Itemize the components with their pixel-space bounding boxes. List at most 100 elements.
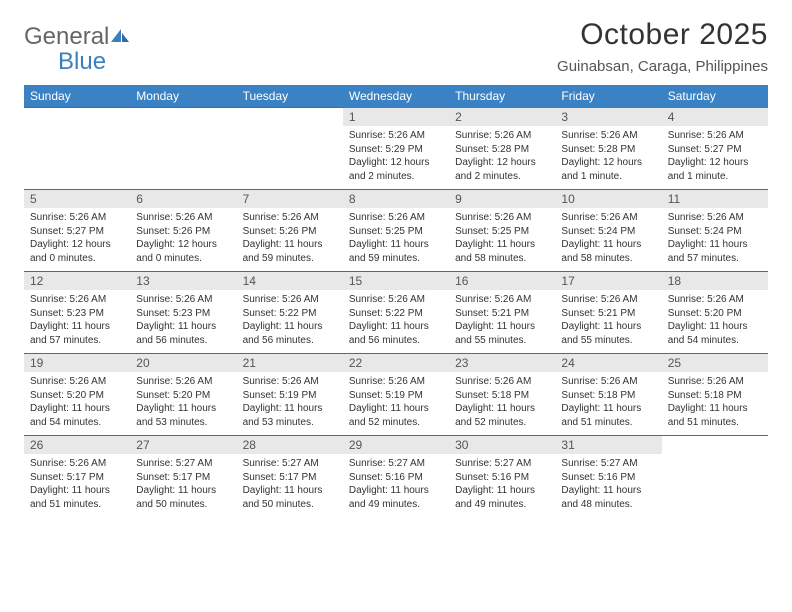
day-info-cell: Sunrise: 5:26 AMSunset: 5:25 PMDaylight:… <box>449 208 555 272</box>
sunset-text: Sunset: 5:28 PM <box>561 143 655 157</box>
sunrise-text: Sunrise: 5:26 AM <box>455 375 549 389</box>
sunrise-text: Sunrise: 5:26 AM <box>30 375 124 389</box>
sunset-text: Sunset: 5:24 PM <box>561 225 655 239</box>
sunrise-text: Sunrise: 5:26 AM <box>30 211 124 225</box>
day-number-cell: 10 <box>555 190 661 209</box>
day-number-cell: 14 <box>237 272 343 291</box>
daylight-text: Daylight: 12 hours and 2 minutes. <box>349 156 443 183</box>
day-number-cell: 2 <box>449 108 555 127</box>
sunrise-text: Sunrise: 5:26 AM <box>455 211 549 225</box>
sunset-text: Sunset: 5:27 PM <box>30 225 124 239</box>
calendar-header-row: SundayMondayTuesdayWednesdayThursdayFrid… <box>24 85 768 108</box>
sunset-text: Sunset: 5:24 PM <box>668 225 762 239</box>
sunrise-text: Sunrise: 5:26 AM <box>243 293 337 307</box>
daylight-text: Daylight: 11 hours and 58 minutes. <box>455 238 549 265</box>
day-info-cell <box>130 126 236 190</box>
daylight-text: Daylight: 11 hours and 51 minutes. <box>30 484 124 511</box>
day-info-cell <box>24 126 130 190</box>
day-number-cell: 19 <box>24 354 130 373</box>
sunset-text: Sunset: 5:23 PM <box>30 307 124 321</box>
sunset-text: Sunset: 5:18 PM <box>668 389 762 403</box>
sunset-text: Sunset: 5:20 PM <box>30 389 124 403</box>
day-number-cell <box>24 108 130 127</box>
day-info-cell: Sunrise: 5:26 AMSunset: 5:18 PMDaylight:… <box>449 372 555 436</box>
day-info-cell <box>662 454 768 517</box>
sunset-text: Sunset: 5:25 PM <box>455 225 549 239</box>
daylight-text: Daylight: 11 hours and 50 minutes. <box>243 484 337 511</box>
daylight-text: Daylight: 11 hours and 52 minutes. <box>349 402 443 429</box>
sunset-text: Sunset: 5:28 PM <box>455 143 549 157</box>
daylight-text: Daylight: 11 hours and 56 minutes. <box>349 320 443 347</box>
sunrise-text: Sunrise: 5:26 AM <box>136 293 230 307</box>
day-number-cell: 16 <box>449 272 555 291</box>
sunrise-text: Sunrise: 5:26 AM <box>561 375 655 389</box>
daylight-text: Daylight: 11 hours and 52 minutes. <box>455 402 549 429</box>
brand-logo: GeneralBlue <box>24 18 130 74</box>
day-info-cell: Sunrise: 5:27 AMSunset: 5:17 PMDaylight:… <box>130 454 236 517</box>
day-info-cell: Sunrise: 5:26 AMSunset: 5:20 PMDaylight:… <box>24 372 130 436</box>
sunset-text: Sunset: 5:20 PM <box>136 389 230 403</box>
day-info-cell <box>237 126 343 190</box>
day-number-cell: 5 <box>24 190 130 209</box>
day-number-cell: 23 <box>449 354 555 373</box>
day-header: Saturday <box>662 85 768 108</box>
day-info-cell: Sunrise: 5:26 AMSunset: 5:26 PMDaylight:… <box>130 208 236 272</box>
sunrise-text: Sunrise: 5:26 AM <box>243 211 337 225</box>
sunset-text: Sunset: 5:17 PM <box>30 471 124 485</box>
day-info-cell: Sunrise: 5:27 AMSunset: 5:17 PMDaylight:… <box>237 454 343 517</box>
day-number-cell: 30 <box>449 436 555 455</box>
day-number-cell: 1 <box>343 108 449 127</box>
day-header: Monday <box>130 85 236 108</box>
day-number-cell: 11 <box>662 190 768 209</box>
sunrise-text: Sunrise: 5:26 AM <box>30 457 124 471</box>
sunset-text: Sunset: 5:16 PM <box>561 471 655 485</box>
daylight-text: Daylight: 12 hours and 1 minute. <box>668 156 762 183</box>
sunrise-text: Sunrise: 5:26 AM <box>561 293 655 307</box>
day-info-cell: Sunrise: 5:27 AMSunset: 5:16 PMDaylight:… <box>555 454 661 517</box>
sunrise-text: Sunrise: 5:26 AM <box>243 375 337 389</box>
sunset-text: Sunset: 5:29 PM <box>349 143 443 157</box>
day-number-cell: 20 <box>130 354 236 373</box>
sunrise-text: Sunrise: 5:26 AM <box>136 211 230 225</box>
month-title: October 2025 <box>557 18 768 52</box>
sunset-text: Sunset: 5:22 PM <box>349 307 443 321</box>
sunset-text: Sunset: 5:26 PM <box>136 225 230 239</box>
day-number-cell: 28 <box>237 436 343 455</box>
day-info-cell: Sunrise: 5:26 AMSunset: 5:27 PMDaylight:… <box>24 208 130 272</box>
logo-sail-icon <box>110 24 130 49</box>
daylight-text: Daylight: 11 hours and 58 minutes. <box>561 238 655 265</box>
daylight-text: Daylight: 11 hours and 53 minutes. <box>136 402 230 429</box>
sunset-text: Sunset: 5:27 PM <box>668 143 762 157</box>
daylight-text: Daylight: 11 hours and 49 minutes. <box>455 484 549 511</box>
day-number-cell: 27 <box>130 436 236 455</box>
day-info-cell: Sunrise: 5:26 AMSunset: 5:23 PMDaylight:… <box>130 290 236 354</box>
day-info-cell: Sunrise: 5:26 AMSunset: 5:17 PMDaylight:… <box>24 454 130 517</box>
daylight-text: Daylight: 11 hours and 57 minutes. <box>30 320 124 347</box>
calendar-table: SundayMondayTuesdayWednesdayThursdayFrid… <box>24 85 768 517</box>
day-number-cell: 21 <box>237 354 343 373</box>
day-header: Thursday <box>449 85 555 108</box>
daylight-text: Daylight: 11 hours and 54 minutes. <box>30 402 124 429</box>
daylight-text: Daylight: 11 hours and 57 minutes. <box>668 238 762 265</box>
daylight-text: Daylight: 11 hours and 59 minutes. <box>349 238 443 265</box>
sunrise-text: Sunrise: 5:26 AM <box>30 293 124 307</box>
brand-part1: General <box>24 23 109 50</box>
day-info-cell: Sunrise: 5:26 AMSunset: 5:21 PMDaylight:… <box>449 290 555 354</box>
sunrise-text: Sunrise: 5:26 AM <box>349 129 443 143</box>
title-block: October 2025 Guinabsan, Caraga, Philippi… <box>557 18 768 83</box>
daylight-text: Daylight: 11 hours and 59 minutes. <box>243 238 337 265</box>
sunrise-text: Sunrise: 5:26 AM <box>349 211 443 225</box>
sunset-text: Sunset: 5:18 PM <box>561 389 655 403</box>
day-number-cell: 26 <box>24 436 130 455</box>
day-info-cell: Sunrise: 5:26 AMSunset: 5:22 PMDaylight:… <box>237 290 343 354</box>
sunset-text: Sunset: 5:25 PM <box>349 225 443 239</box>
day-number-cell: 9 <box>449 190 555 209</box>
sunrise-text: Sunrise: 5:26 AM <box>349 293 443 307</box>
day-number-cell: 3 <box>555 108 661 127</box>
sunrise-text: Sunrise: 5:26 AM <box>668 293 762 307</box>
sunrise-text: Sunrise: 5:27 AM <box>349 457 443 471</box>
location-text: Guinabsan, Caraga, Philippines <box>557 58 768 75</box>
sunset-text: Sunset: 5:18 PM <box>455 389 549 403</box>
day-info-cell: Sunrise: 5:26 AMSunset: 5:24 PMDaylight:… <box>555 208 661 272</box>
day-info-cell: Sunrise: 5:26 AMSunset: 5:22 PMDaylight:… <box>343 290 449 354</box>
